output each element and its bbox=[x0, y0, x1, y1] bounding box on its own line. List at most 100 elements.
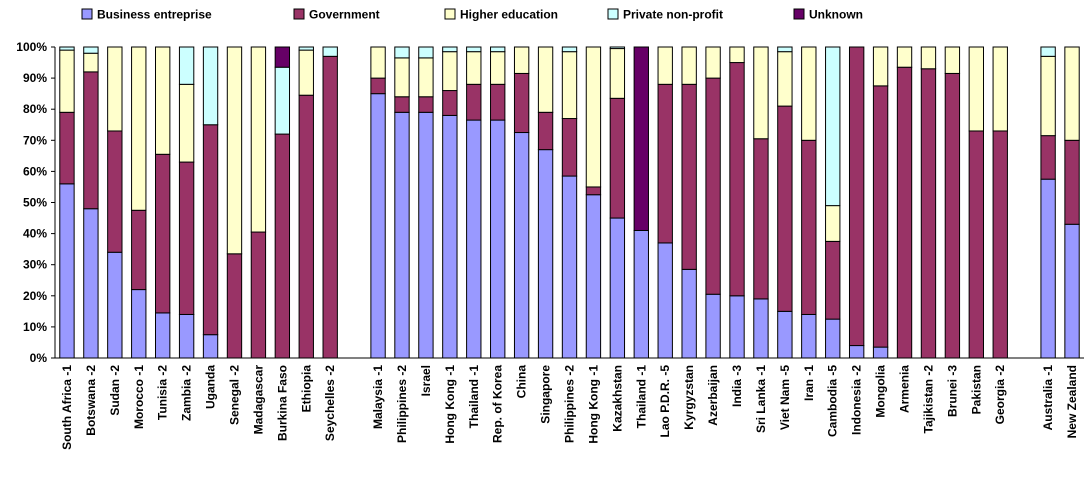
bar-segment bbox=[825, 205, 841, 242]
bar-segment bbox=[561, 175, 578, 359]
bar-segment bbox=[83, 71, 99, 210]
bar-segment bbox=[418, 96, 434, 113]
bar-segment bbox=[537, 149, 554, 359]
bar-segment bbox=[131, 209, 147, 291]
bar-segment bbox=[178, 161, 195, 315]
bar-segment bbox=[1064, 139, 1080, 225]
x-tick-label: Brunei -3 bbox=[945, 365, 959, 417]
bar-segment bbox=[394, 96, 410, 113]
bar-segment bbox=[107, 251, 123, 359]
legend-label-3: Private non-profit bbox=[623, 8, 723, 22]
x-tick-label: Armenia bbox=[898, 365, 912, 413]
bar-segment bbox=[466, 119, 482, 359]
x-tick-label: Hong Kong -1 bbox=[586, 365, 600, 444]
y-tick-label: 100% bbox=[16, 40, 47, 54]
bar-segment bbox=[801, 46, 817, 141]
y-tick-label: 10% bbox=[23, 320, 47, 334]
y-tick-label: 90% bbox=[23, 71, 47, 85]
bar-segment bbox=[777, 46, 793, 53]
x-tick-label: Kyrgyzstan bbox=[682, 365, 696, 430]
x-tick-label: Georgia -2 bbox=[993, 365, 1007, 425]
bar-segment bbox=[178, 83, 195, 163]
bar-segment bbox=[561, 51, 578, 120]
bar-segment bbox=[131, 289, 147, 359]
y-tick-label: 70% bbox=[23, 133, 47, 147]
x-tick-label: Kazakhstan bbox=[610, 365, 624, 432]
bar-segment bbox=[513, 72, 530, 134]
bar-segment bbox=[83, 52, 99, 73]
bar-segment bbox=[418, 46, 434, 59]
x-tick-label: Lao P.D.R. -5 bbox=[658, 365, 672, 438]
bar-segment bbox=[370, 93, 386, 359]
bar-segment bbox=[226, 253, 243, 359]
bar-segment bbox=[490, 119, 506, 359]
bar-segment bbox=[250, 46, 267, 233]
bar-segment bbox=[633, 229, 649, 359]
x-tick-label: Pakistan bbox=[969, 365, 983, 414]
bar-segment bbox=[131, 46, 147, 211]
bar-segment bbox=[274, 66, 291, 135]
bar-segment bbox=[896, 66, 913, 359]
bar-segment bbox=[777, 105, 793, 312]
bar-segment bbox=[298, 49, 314, 96]
bar-segment bbox=[1064, 223, 1080, 359]
bar-segment bbox=[944, 72, 961, 359]
bar-segment bbox=[155, 153, 171, 314]
bar-segment bbox=[202, 334, 219, 359]
bar-segment bbox=[202, 46, 219, 126]
x-tick-label: Thailand -1 bbox=[467, 365, 481, 429]
bar-segment bbox=[513, 132, 530, 359]
bar-segment bbox=[490, 46, 506, 53]
bar-segment bbox=[1040, 135, 1056, 180]
legend-swatch-4 bbox=[793, 8, 805, 20]
y-axis: 0% 10% 20% 30% 40% 50% 60% 70% 80% 90% 100% bbox=[16, 40, 56, 365]
bar-segment bbox=[298, 94, 314, 359]
bar-segment bbox=[561, 118, 578, 177]
bar-segment bbox=[968, 130, 984, 359]
x-tick-label: New Zealand bbox=[1065, 365, 1079, 438]
x-tick-label: Israel bbox=[419, 365, 433, 396]
bar-segment bbox=[609, 48, 626, 99]
bar-segment bbox=[490, 83, 506, 121]
bar-segment bbox=[992, 130, 1008, 359]
y-tick-label: 30% bbox=[23, 258, 47, 272]
bar-segment bbox=[370, 77, 386, 95]
legend-swatch-1 bbox=[293, 8, 305, 20]
bar-segment bbox=[83, 208, 99, 359]
bar-segment bbox=[466, 83, 482, 121]
x-tick-label: China bbox=[515, 365, 529, 399]
bar-segment bbox=[872, 85, 889, 348]
x-tick-label: Tunisia -2 bbox=[156, 365, 170, 420]
bar-segment bbox=[418, 111, 434, 359]
legend-swatch-2 bbox=[444, 8, 456, 20]
bar-segment bbox=[83, 46, 99, 54]
bar-segment bbox=[585, 186, 602, 196]
x-tick-label: Thailand -1 bbox=[634, 365, 648, 429]
bar-segment bbox=[394, 46, 410, 59]
bar-segment bbox=[729, 62, 745, 297]
bar-segment bbox=[442, 90, 458, 116]
bar-segment bbox=[729, 295, 745, 359]
x-tick-label: Hong Kong -1 bbox=[443, 365, 457, 444]
y-tick-label: 20% bbox=[23, 289, 47, 303]
bar-segment bbox=[633, 46, 649, 231]
legend-swatch-3 bbox=[607, 8, 619, 20]
x-tick-label: Cambodia -5 bbox=[826, 365, 840, 437]
bar-segment bbox=[609, 97, 626, 219]
bar-segment bbox=[753, 46, 769, 140]
x-tick-label: South Africa -1 bbox=[60, 365, 74, 450]
bar-segment bbox=[178, 313, 195, 359]
bar-segment bbox=[705, 46, 721, 79]
y-tick-label: 80% bbox=[23, 102, 47, 116]
bar-segment bbox=[609, 217, 626, 359]
y-tick-label: 60% bbox=[23, 164, 47, 178]
bar-segment bbox=[59, 49, 75, 113]
bar-segment bbox=[992, 46, 1008, 132]
bar-segment bbox=[298, 46, 314, 51]
bar-segment bbox=[250, 231, 267, 359]
x-tick-label: Mongolia bbox=[874, 365, 888, 418]
bar-segment bbox=[561, 46, 578, 53]
bar-segment bbox=[370, 46, 386, 79]
x-tick-label: Seychelles -2 bbox=[323, 365, 337, 441]
